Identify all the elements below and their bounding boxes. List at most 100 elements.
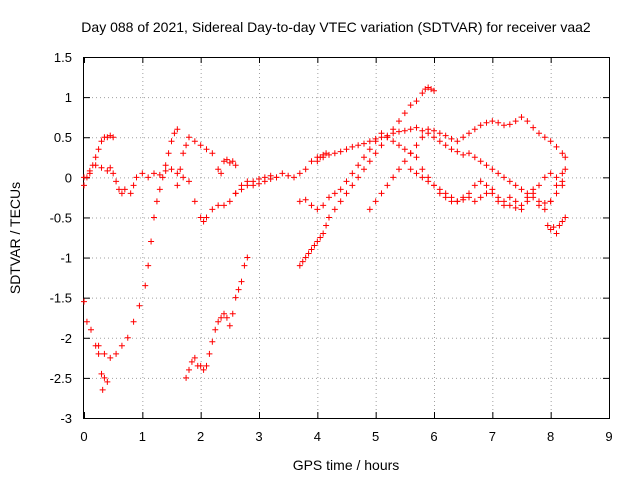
x-tick-label: 6 bbox=[430, 429, 437, 444]
data-point bbox=[302, 254, 309, 261]
data-point bbox=[495, 170, 502, 177]
data-point bbox=[390, 174, 397, 181]
data-point bbox=[436, 190, 443, 197]
series-arc-12 bbox=[366, 114, 569, 213]
data-point bbox=[136, 302, 143, 309]
y-tick-label: 1.5 bbox=[54, 50, 72, 65]
data-point bbox=[296, 170, 303, 177]
data-point bbox=[186, 134, 192, 141]
data-point bbox=[226, 198, 233, 205]
data-point bbox=[101, 350, 108, 357]
data-point bbox=[197, 142, 204, 149]
data-point bbox=[413, 124, 420, 131]
data-point bbox=[454, 198, 461, 205]
data-point bbox=[337, 198, 344, 205]
data-point bbox=[191, 138, 198, 145]
data-point bbox=[218, 314, 225, 321]
data-point bbox=[413, 98, 420, 105]
data-point bbox=[454, 138, 461, 145]
data-point bbox=[223, 156, 230, 163]
data-point bbox=[174, 170, 181, 177]
data-point bbox=[168, 138, 175, 145]
data-point bbox=[296, 262, 303, 269]
data-point bbox=[407, 102, 414, 109]
series-arc-2 bbox=[95, 126, 181, 361]
data-point bbox=[145, 262, 152, 269]
data-point bbox=[512, 204, 519, 211]
data-point bbox=[124, 334, 131, 341]
data-point bbox=[244, 182, 251, 189]
data-point bbox=[203, 362, 210, 369]
data-point bbox=[206, 350, 213, 357]
data-point bbox=[390, 126, 397, 133]
data-point bbox=[401, 127, 408, 134]
data-point bbox=[203, 214, 210, 221]
data-point bbox=[104, 378, 111, 385]
data-point bbox=[436, 130, 443, 137]
data-point bbox=[536, 202, 542, 209]
data-point bbox=[553, 190, 560, 197]
data-point bbox=[512, 182, 519, 189]
data-point bbox=[419, 127, 426, 134]
data-point bbox=[489, 118, 496, 125]
data-point bbox=[366, 138, 373, 145]
data-point bbox=[401, 158, 408, 165]
data-point bbox=[431, 134, 437, 141]
data-point bbox=[501, 174, 507, 181]
data-point bbox=[118, 342, 125, 349]
data-point bbox=[489, 190, 496, 197]
data-point bbox=[133, 174, 140, 181]
data-point bbox=[536, 130, 542, 137]
data-point bbox=[95, 350, 102, 357]
data-point bbox=[215, 318, 222, 325]
data-point bbox=[518, 202, 525, 209]
data-point bbox=[83, 318, 90, 325]
data-point bbox=[401, 146, 408, 153]
data-point bbox=[419, 166, 426, 173]
y-axis-label: SDTVAR / TECUs bbox=[7, 182, 23, 294]
data-point bbox=[442, 194, 449, 201]
data-point bbox=[188, 358, 195, 365]
data-point bbox=[308, 158, 315, 165]
data-point bbox=[483, 182, 490, 189]
data-point bbox=[174, 182, 181, 189]
data-point bbox=[279, 170, 286, 177]
data-point bbox=[460, 194, 467, 201]
data-point bbox=[466, 130, 472, 137]
data-point bbox=[308, 202, 315, 209]
data-point bbox=[471, 182, 478, 189]
data-point bbox=[355, 162, 362, 169]
data-point bbox=[501, 198, 507, 205]
data-point bbox=[553, 174, 560, 181]
y-tick-label: -2 bbox=[60, 331, 72, 346]
data-point bbox=[130, 318, 137, 325]
data-point bbox=[180, 174, 187, 181]
data-point bbox=[431, 87, 437, 94]
data-point bbox=[244, 254, 251, 261]
data-point bbox=[331, 206, 338, 213]
y-tick-label: -2.5 bbox=[50, 371, 72, 386]
data-point bbox=[142, 282, 149, 289]
data-point bbox=[460, 151, 467, 158]
data-point bbox=[466, 150, 472, 157]
data-point bbox=[536, 182, 542, 189]
data-point bbox=[320, 202, 327, 209]
data-point bbox=[471, 154, 478, 161]
data-point bbox=[183, 142, 190, 149]
data-point bbox=[203, 146, 210, 153]
data-point bbox=[562, 166, 569, 173]
data-point bbox=[544, 222, 551, 229]
data-point bbox=[212, 326, 219, 333]
y-tick-labels: 1.5 1 0.5 0 -0.5 -1 -1.5 -2 -2.5 -3 bbox=[50, 50, 72, 426]
data-point bbox=[86, 167, 93, 174]
data-point bbox=[302, 166, 309, 173]
data-point bbox=[215, 202, 222, 209]
data-point bbox=[419, 134, 426, 141]
data-point bbox=[229, 310, 236, 317]
data-point bbox=[471, 126, 478, 133]
y-tick-label: 0.5 bbox=[54, 130, 72, 145]
data-point bbox=[314, 206, 321, 213]
data-point bbox=[419, 90, 426, 97]
data-point bbox=[524, 198, 531, 205]
